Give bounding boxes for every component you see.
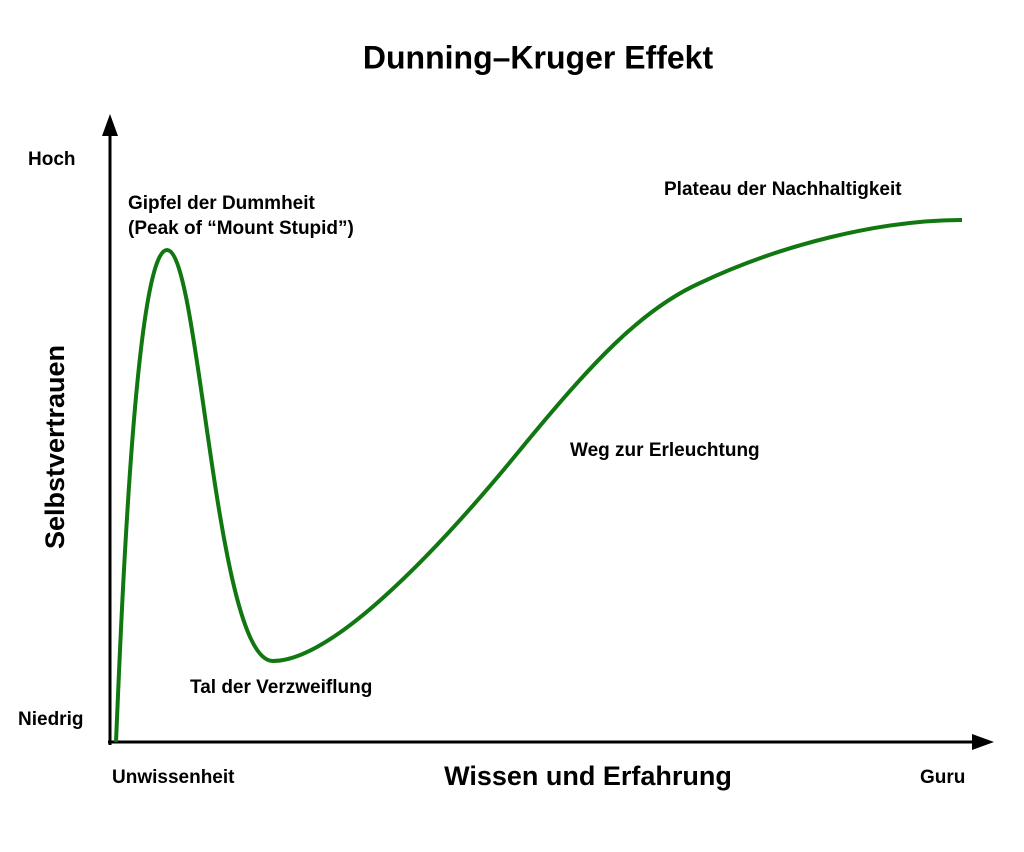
annotation: Tal der Verzweiflung (190, 677, 372, 698)
annotation: Gipfel der Dummheit (128, 193, 316, 214)
y-axis-arrow (102, 114, 118, 136)
x-axis-arrow (972, 734, 994, 750)
x-axis-start: Unwissenheit (112, 767, 235, 788)
confidence-curve (114, 218, 963, 743)
y-axis-label: Selbstvertrauen (40, 345, 70, 549)
y-axis-low: Niedrig (18, 709, 83, 730)
annotation: Weg zur Erleuchtung (570, 440, 760, 461)
y-axis-high: Hoch (28, 149, 76, 170)
annotation: (Peak of “Mount Stupid”) (128, 218, 354, 239)
x-axis-end: Guru (920, 767, 965, 788)
title: Dunning–Kruger Effekt (363, 39, 714, 75)
annotation: Plateau der Nachhaltigkeit (664, 179, 902, 200)
x-axis-label: Wissen und Erfahrung (444, 761, 732, 791)
